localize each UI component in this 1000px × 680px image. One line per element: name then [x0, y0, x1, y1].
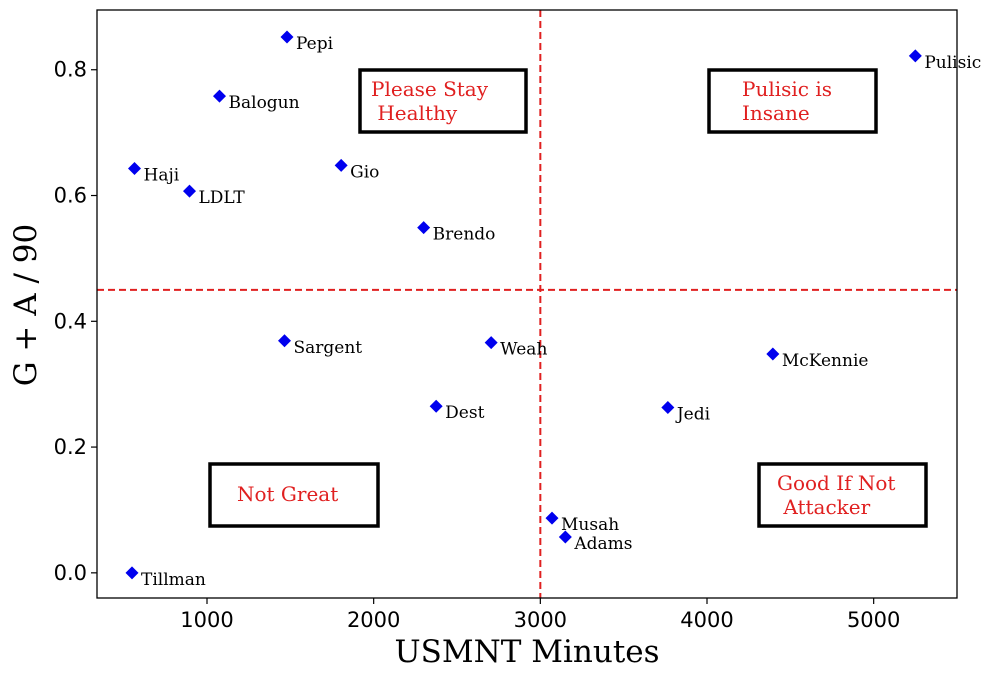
data-points: [125, 30, 922, 580]
annotation-good-if-not-attacker: Good If Not Attacker: [757, 462, 928, 528]
point-jedi: [661, 400, 675, 414]
point-label-haji: Haji: [144, 165, 180, 185]
point-balogun: [213, 89, 226, 103]
annotation-text: Please Stay Healthy: [371, 77, 489, 125]
annotation-box: [707, 68, 878, 134]
point-tillman: [125, 566, 139, 580]
point-dest: [429, 399, 443, 413]
point-label-musah: Musah: [561, 515, 619, 535]
annotation-please-stay-healthy: Please Stay Healthy: [358, 68, 528, 134]
point-sargent: [278, 334, 291, 348]
y-axis-ticks: 0.0 0.2 0.4 0.6 0.8: [54, 58, 97, 585]
point-label-mckennie: McKennie: [782, 351, 869, 371]
annotation-pulisic-is-insane: Pulisic is Insane: [707, 68, 878, 134]
x-tick-label: 3000: [514, 608, 567, 632]
point-label-brendo: Brendo: [433, 225, 496, 245]
annotation-box: [358, 68, 528, 134]
plot-frame: [96, 9, 958, 599]
annotation-line: Pulisic is: [742, 77, 832, 101]
x-tick-label: 5000: [847, 608, 900, 632]
annotation-line: Please Stay: [371, 77, 489, 101]
point-label-sargent: Sargent: [294, 338, 363, 358]
y-tick-label: 0.2: [54, 435, 87, 459]
annotation-line: Good If Not: [777, 471, 895, 495]
annotation-line: Healthy: [371, 101, 458, 125]
point-label-jedi: Jedi: [675, 404, 711, 424]
x-tick-label: 1000: [180, 608, 233, 632]
point-musah: [545, 511, 559, 525]
y-tick-label: 0.8: [54, 58, 87, 82]
y-axis-title: G + A / 90: [8, 224, 44, 386]
point-ldlt: [183, 184, 196, 198]
x-tick-label: 4000: [680, 608, 733, 632]
point-labels: Pepi Pulisic Balogun Gio Haji LDLT Brendo Sarge…: [141, 34, 981, 590]
point-adams: [558, 530, 572, 544]
annotation-line: Insane: [742, 101, 810, 125]
annotation-text: Good If Not Attacker: [777, 471, 895, 519]
point-label-adams: Adams: [573, 534, 632, 554]
quadrant-dividers: [97, 10, 957, 598]
annotation-text: Not Great: [237, 482, 338, 506]
x-axis-ticks: 1000 2000 3000 4000 5000: [180, 598, 900, 632]
point-pulisic: [908, 49, 922, 63]
point-label-ldlt: LDLT: [199, 188, 246, 208]
y-tick-label: 0.4: [54, 309, 87, 333]
point-brendo: [417, 221, 431, 235]
point-label-pulisic: Pulisic: [924, 53, 981, 73]
point-label-balogun: Balogun: [229, 93, 300, 113]
point-label-dest: Dest: [445, 403, 484, 423]
point-label-gio: Gio: [350, 162, 379, 182]
annotation-line: Attacker: [777, 495, 871, 519]
x-axis-title: USMNT Minutes: [394, 634, 659, 670]
y-tick-label: 0.0: [54, 561, 87, 585]
x-tick-label: 2000: [347, 608, 400, 632]
annotation-text: Pulisic is Insane: [742, 77, 832, 125]
quadrant-annotations: Please Stay Healthy Pulisic is Insane Not G…: [208, 68, 928, 528]
point-weah: [484, 336, 498, 350]
annotation-box: [757, 462, 928, 528]
point-label-weah: Weah: [500, 340, 547, 360]
annotation-not-great: Not Great: [208, 462, 380, 528]
annotation-box: [208, 462, 380, 528]
annotation-line: Not Great: [237, 482, 338, 506]
point-mckennie: [766, 347, 780, 361]
point-haji: [128, 161, 141, 175]
point-gio: [334, 158, 348, 172]
point-pepi: [280, 30, 294, 44]
y-tick-label: 0.6: [54, 184, 87, 208]
point-label-pepi: Pepi: [296, 34, 334, 54]
point-label-tillman: Tillman: [141, 570, 206, 590]
